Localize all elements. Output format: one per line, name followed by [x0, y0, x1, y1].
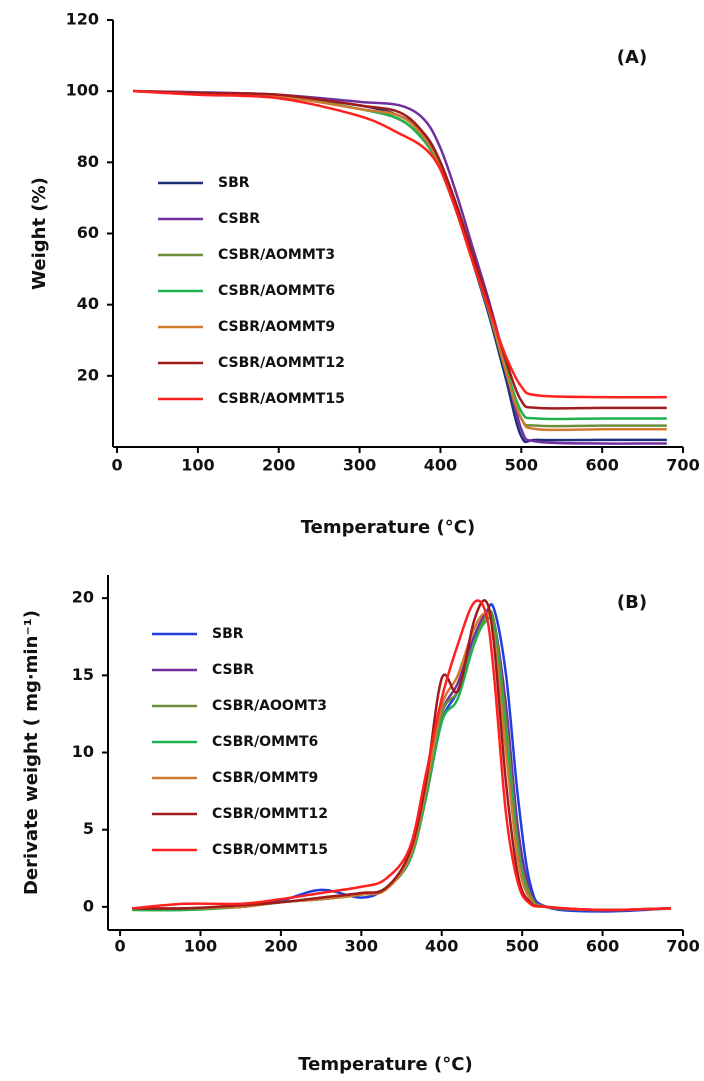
x-tick-label: 600: [585, 456, 618, 475]
y-tick-label: 20: [72, 588, 94, 607]
x-axis-title: Temperature (°C): [298, 1054, 472, 1075]
legend-label: CSBR/AOMMT3: [218, 247, 335, 263]
series-line: [133, 89, 667, 399]
x-tick-label: 0: [114, 937, 125, 956]
x-tick-label: 700: [666, 456, 699, 475]
legend-label: CSBR/AOMMT6: [218, 283, 335, 299]
legend-label: SBR: [212, 626, 244, 642]
legend-label: CSBR: [212, 662, 254, 678]
x-tick-label: 300: [343, 456, 376, 475]
x-tick-label: 100: [181, 456, 214, 475]
series-line: [132, 599, 671, 912]
series-line: [133, 89, 667, 445]
x-axis-title: Temperature (°C): [301, 517, 475, 538]
y-tick-label: 60: [77, 223, 99, 242]
x-tick-label: 700: [666, 937, 699, 956]
panel-label: (B): [617, 592, 647, 613]
series-line: [132, 603, 671, 913]
panel-label: (A): [617, 47, 647, 68]
x-tick-label: 500: [505, 456, 538, 475]
y-tick-label: 40: [77, 294, 99, 313]
y-tick-label: 120: [66, 10, 99, 29]
legend-label: CSBR/AOOMT3: [212, 698, 327, 714]
y-tick-label: 10: [72, 742, 94, 761]
y-tick-label: 15: [72, 665, 94, 684]
y-tick-label: 5: [83, 819, 94, 838]
y-axis-title: Weight (%): [29, 177, 50, 290]
series-line: [132, 615, 671, 912]
x-tick-label: 300: [345, 937, 378, 956]
series-line: [132, 612, 671, 912]
x-tick-label: 100: [184, 937, 217, 956]
series-line: [132, 599, 671, 912]
series-line: [133, 89, 667, 444]
series-line: [133, 89, 667, 410]
y-tick-label: 20: [77, 365, 99, 384]
y-tick-label: 100: [66, 81, 99, 100]
legend-label: SBR: [218, 175, 250, 191]
legend-label: CSBR/AOMMT15: [218, 391, 345, 407]
x-tick-label: 400: [424, 456, 457, 475]
series-line: [133, 89, 667, 421]
y-tick-label: 0: [83, 896, 94, 915]
x-tick-label: 600: [586, 937, 619, 956]
x-tick-label: 200: [262, 456, 295, 475]
legend-label: CSBR/OMMT15: [212, 842, 328, 858]
legend-label: CSBR/OMMT6: [212, 734, 318, 750]
legend-label: CSBR: [218, 211, 260, 227]
legend-label: CSBR/OMMT9: [212, 770, 318, 786]
series-line: [133, 89, 667, 428]
legend-label: CSBR/AOMMT12: [218, 355, 345, 371]
y-tick-label: 80: [77, 152, 99, 171]
x-tick-label: 400: [425, 937, 458, 956]
y-axis-title: Derivate weight ( mg·min⁻¹): [21, 610, 42, 895]
series-line: [133, 89, 667, 432]
x-tick-label: 200: [264, 937, 297, 956]
x-tick-label: 500: [505, 937, 538, 956]
x-tick-label: 0: [111, 456, 122, 475]
legend-label: CSBR/AOMMT9: [218, 319, 335, 335]
legend-label: CSBR/OMMT12: [212, 806, 328, 822]
